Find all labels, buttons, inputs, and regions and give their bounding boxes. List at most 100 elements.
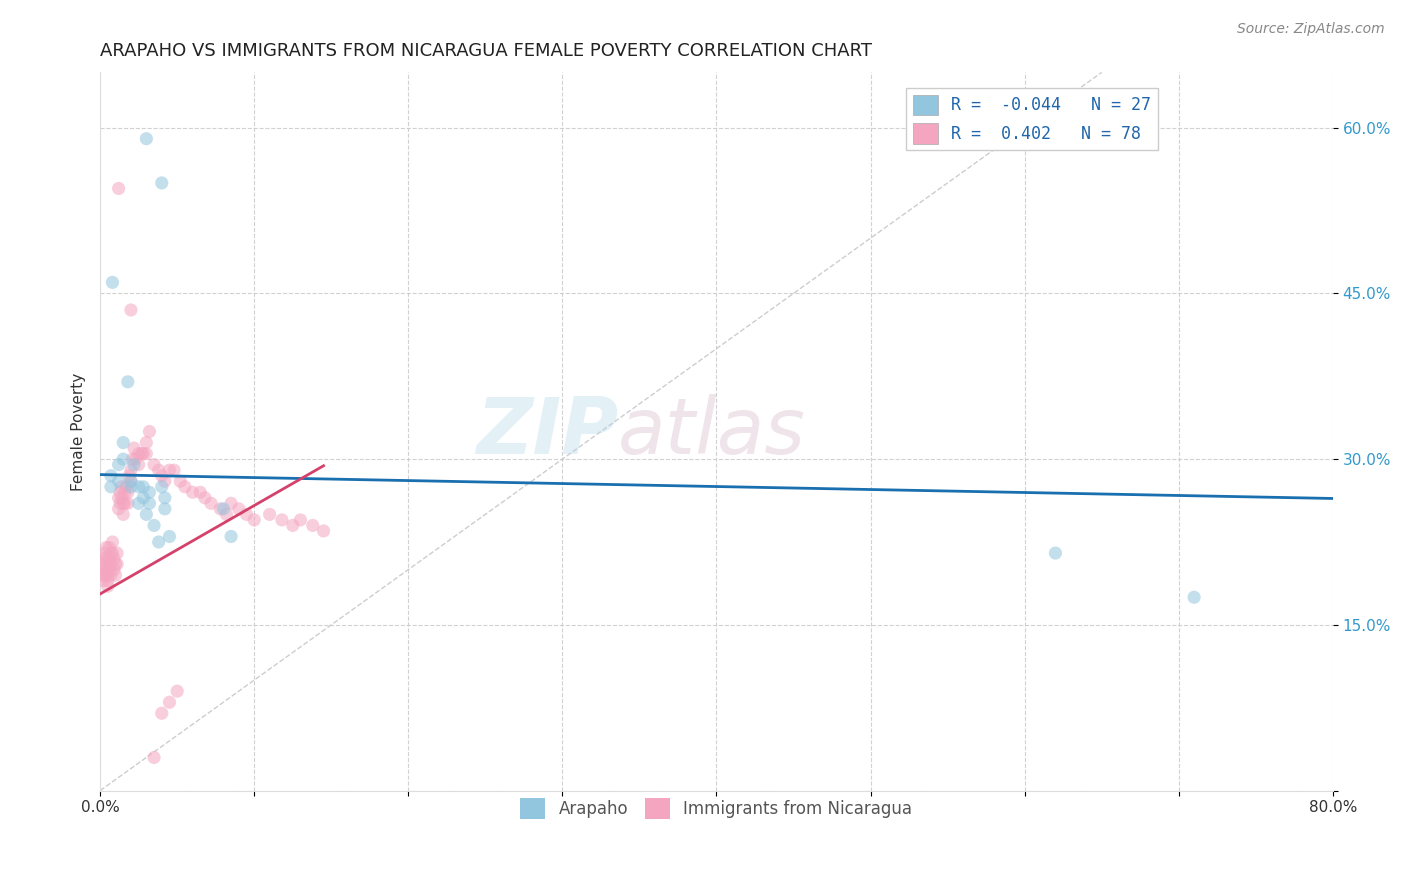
Point	[290, 513, 312, 527]
Point	[166, 684, 188, 698]
Point	[91, 574, 114, 588]
Point	[135, 508, 157, 522]
Point	[94, 557, 117, 571]
Point	[96, 551, 118, 566]
Point	[153, 491, 176, 505]
Point	[107, 458, 129, 472]
Point	[312, 524, 335, 538]
Text: atlas: atlas	[617, 393, 806, 469]
Point	[97, 579, 120, 593]
Point	[212, 501, 235, 516]
Point	[108, 485, 131, 500]
Point	[100, 480, 122, 494]
Point	[235, 508, 257, 522]
Point	[97, 568, 120, 582]
Point	[1182, 591, 1205, 605]
Point	[120, 480, 142, 494]
Point	[173, 480, 195, 494]
Point	[138, 485, 160, 500]
Point	[103, 551, 125, 566]
Point	[101, 546, 124, 560]
Point	[138, 425, 160, 439]
Point	[1045, 546, 1067, 560]
Point	[120, 303, 142, 318]
Point	[94, 568, 117, 582]
Point	[219, 496, 242, 510]
Point	[150, 706, 173, 721]
Point	[150, 468, 173, 483]
Point	[128, 496, 150, 510]
Point	[188, 485, 211, 500]
Y-axis label: Female Poverty: Female Poverty	[72, 372, 86, 491]
Point	[117, 375, 139, 389]
Point	[200, 496, 222, 510]
Point	[117, 496, 139, 510]
Text: Source: ZipAtlas.com: Source: ZipAtlas.com	[1237, 22, 1385, 37]
Point	[105, 557, 128, 571]
Point	[122, 458, 145, 472]
Point	[169, 475, 191, 489]
Point	[98, 563, 121, 577]
Point	[112, 508, 135, 522]
Point	[107, 181, 129, 195]
Point	[115, 480, 138, 494]
Point	[135, 447, 157, 461]
Point	[103, 563, 125, 577]
Point	[98, 541, 121, 555]
Point	[111, 491, 134, 505]
Point	[135, 132, 157, 146]
Point	[215, 508, 238, 522]
Point	[120, 475, 142, 489]
Legend: Arapaho, Immigrants from Nicaragua: Arapaho, Immigrants from Nicaragua	[513, 792, 920, 825]
Point	[132, 491, 155, 505]
Point	[100, 568, 122, 582]
Point	[124, 452, 146, 467]
Point	[117, 485, 139, 500]
Point	[97, 557, 120, 571]
Point	[100, 468, 122, 483]
Point	[138, 496, 160, 510]
Point	[128, 458, 150, 472]
Point	[132, 480, 155, 494]
Point	[163, 463, 186, 477]
Point	[159, 463, 181, 477]
Point	[108, 496, 131, 510]
Point	[219, 529, 242, 543]
Point	[104, 557, 127, 571]
Point	[135, 435, 157, 450]
Point	[159, 695, 181, 709]
Point	[107, 501, 129, 516]
Point	[143, 518, 166, 533]
Point	[97, 574, 120, 588]
Point	[143, 750, 166, 764]
Point	[107, 475, 129, 489]
Point	[101, 276, 124, 290]
Text: ZIP: ZIP	[475, 393, 617, 469]
Point	[118, 468, 141, 483]
Point	[150, 176, 173, 190]
Point	[112, 452, 135, 467]
Point	[96, 541, 118, 555]
Point	[94, 546, 117, 560]
Text: ARAPAHO VS IMMIGRANTS FROM NICARAGUA FEMALE POVERTY CORRELATION CHART: ARAPAHO VS IMMIGRANTS FROM NICARAGUA FEM…	[100, 42, 872, 60]
Point	[143, 458, 166, 472]
Point	[148, 535, 170, 549]
Point	[131, 447, 153, 461]
Point	[91, 551, 114, 566]
Point	[105, 546, 128, 560]
Point	[228, 501, 250, 516]
Point	[112, 496, 135, 510]
Point	[111, 480, 134, 494]
Point	[128, 447, 150, 461]
Point	[120, 475, 142, 489]
Point	[194, 491, 217, 505]
Point	[301, 518, 323, 533]
Point	[122, 441, 145, 455]
Point	[91, 568, 114, 582]
Point	[159, 529, 181, 543]
Point	[120, 463, 142, 477]
Point	[153, 475, 176, 489]
Point	[104, 568, 127, 582]
Point	[98, 551, 121, 566]
Point	[259, 508, 281, 522]
